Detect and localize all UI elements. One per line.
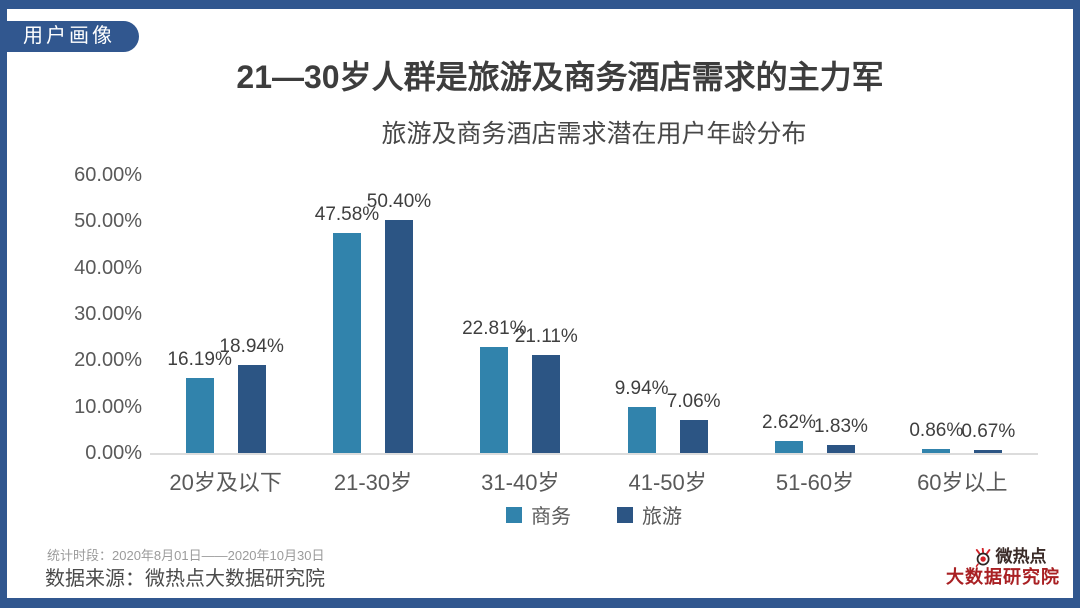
frame-bottom-border [0,598,1080,608]
legend-label: 商务 [531,506,571,528]
bar-旅游-41-50岁: 7.06% [667,391,721,453]
category-group-5: 2.62% 1.83% 51-60岁 [741,175,888,495]
logo-subname: 大数据研究院 [946,567,1060,588]
bar-商务-31-40岁: 22.81% [462,318,527,453]
data-label: 47.58% [314,203,380,225]
data-label: 2.62% [762,411,816,433]
y-axis-tick-label: 10.00% [74,395,142,418]
bar-旅游-51-60岁: 1.83% [814,416,868,453]
category-label: 60岁以上 [917,470,1008,495]
frame-left-border [0,0,7,608]
data-label: 0.67% [961,420,1016,442]
stat-period-text: 统计时段：2020年8月01日——2020年10月30日 [47,548,325,563]
data-label: 0.86% [909,420,964,441]
legend-swatch [617,506,633,523]
y-axis-tick-label: 40.00% [74,256,142,279]
legend: 商务 旅游 [152,500,1036,529]
y-axis-tick-label: 20.00% [74,349,142,372]
bar-旅游-20岁及以下: 18.94% [219,336,284,453]
eye-icon [974,547,993,567]
y-axis-tick-label: 60.00% [74,164,142,186]
data-label: 21.11% [514,326,578,348]
bar-商务-60岁以上: 0.86% [909,420,963,453]
data-label: 9.94% [614,377,669,399]
x-axis-line [150,453,1038,455]
y-axis-tick-label: 0.00% [85,442,142,464]
category-group-1: 16.19% 18.94% 20岁及以下 [152,175,299,495]
frame-right-border [1073,0,1080,608]
data-source-text: 数据来源：微热点大数据研究院 [45,568,325,590]
category-label: 31-40岁 [481,470,560,495]
category-group-6: 0.86% 0.67% 60岁以上 [889,175,1036,495]
category-label: 21-30岁 [333,470,413,495]
bar-商务-20岁及以下: 16.19% [167,349,232,453]
frame-top-border [0,0,1080,9]
chart-title: 旅游及商务酒店需求潜在用户年龄分布 [381,120,807,148]
y-axis-tick-label: 30.00% [74,303,142,325]
page-title: 21—30岁人群是旅游及商务酒店需求的主力军 [236,59,884,95]
data-label: 18.94% [219,336,284,358]
bar-商务-21-30岁: 47.58% [315,204,379,453]
legend-label: 旅游 [642,506,682,528]
plot-area: 16.19% 18.94% 20岁及以下 47.58% 50.40% 21-30岁 22.8… [152,175,1036,496]
category-label: 20岁及以下 [169,470,282,495]
legend-item-商务: 商务 [506,500,571,529]
section-badge: 用户画像 [7,21,139,52]
y-axis-tick-label: 50.00% [74,210,142,233]
bar-商务-51-60岁: 2.62% [762,412,816,453]
logo-name: 微热点 [995,547,1047,566]
bar-旅游-60岁以上: 0.67% [961,421,1015,453]
data-label: 1.83% [814,415,868,437]
legend-item-旅游: 旅游 [617,500,682,529]
category-group-3: 22.81% 21.11% 31-40岁 [447,175,594,495]
weiredian-logo: 微热点 大数据研究院 [946,547,1060,589]
bar-商务-41-50岁: 9.94% [615,378,669,453]
category-label: 51-60岁 [775,470,855,495]
data-label: 16.19% [167,349,232,370]
category-label: 41-50岁 [628,470,707,495]
data-label: 50.40% [366,190,432,212]
bar-旅游-31-40岁: 21.11% [515,326,578,453]
category-group-4: 9.94% 7.06% 41-50岁 [594,175,741,495]
data-label: 7.06% [666,391,721,413]
bar-旅游-21-30岁: 50.40% [367,191,431,453]
data-label: 22.81% [462,318,527,340]
legend-swatch [506,506,522,523]
category-group-2: 47.58% 50.40% 21-30岁 [299,175,446,496]
